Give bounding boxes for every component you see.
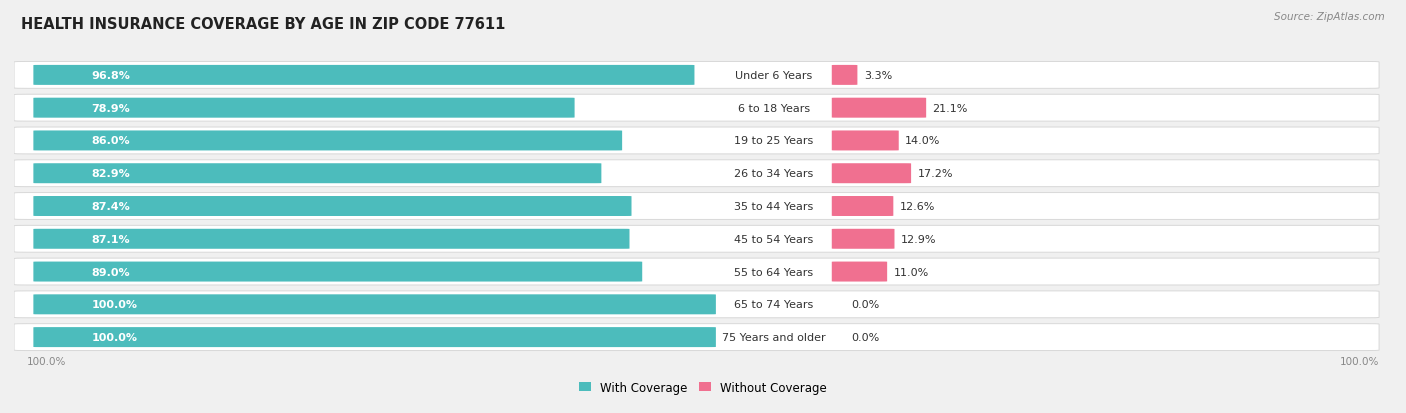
Text: 100.0%: 100.0% [27,356,66,366]
Text: HEALTH INSURANCE COVERAGE BY AGE IN ZIP CODE 77611: HEALTH INSURANCE COVERAGE BY AGE IN ZIP … [21,17,506,31]
Text: 65 to 74 Years: 65 to 74 Years [734,299,814,310]
Text: 17.2%: 17.2% [918,169,953,179]
FancyBboxPatch shape [34,328,716,347]
Text: 78.9%: 78.9% [91,103,131,114]
Text: 75 Years and older: 75 Years and older [723,332,825,342]
FancyBboxPatch shape [14,324,1379,351]
Text: 100.0%: 100.0% [91,299,138,310]
Text: 89.0%: 89.0% [91,267,129,277]
FancyBboxPatch shape [832,131,898,151]
Text: 12.9%: 12.9% [901,234,936,244]
FancyBboxPatch shape [832,197,893,216]
Text: 11.0%: 11.0% [894,267,929,277]
FancyBboxPatch shape [832,98,927,119]
Text: 87.4%: 87.4% [91,202,131,211]
Text: 45 to 54 Years: 45 to 54 Years [734,234,814,244]
Text: 26 to 34 Years: 26 to 34 Years [734,169,814,179]
Text: 55 to 64 Years: 55 to 64 Years [734,267,814,277]
FancyBboxPatch shape [34,131,621,151]
Text: 100.0%: 100.0% [1340,356,1379,366]
FancyBboxPatch shape [34,98,575,119]
FancyBboxPatch shape [14,128,1379,154]
Text: 12.6%: 12.6% [900,202,935,211]
FancyBboxPatch shape [14,291,1379,318]
Text: 0.0%: 0.0% [851,332,879,342]
Text: 86.0%: 86.0% [91,136,129,146]
Text: 3.3%: 3.3% [863,71,891,81]
FancyBboxPatch shape [832,164,911,184]
FancyBboxPatch shape [34,197,631,216]
Text: 35 to 44 Years: 35 to 44 Years [734,202,814,211]
Text: 87.1%: 87.1% [91,234,129,244]
FancyBboxPatch shape [832,262,887,282]
Text: 14.0%: 14.0% [905,136,941,146]
Text: 0.0%: 0.0% [851,299,879,310]
FancyBboxPatch shape [34,66,695,85]
FancyBboxPatch shape [14,193,1379,220]
FancyBboxPatch shape [34,229,630,249]
FancyBboxPatch shape [14,226,1379,253]
FancyBboxPatch shape [34,262,643,282]
FancyBboxPatch shape [14,160,1379,187]
Legend: With Coverage, Without Coverage: With Coverage, Without Coverage [574,376,832,399]
FancyBboxPatch shape [34,294,716,315]
Text: Source: ZipAtlas.com: Source: ZipAtlas.com [1274,12,1385,22]
Text: 6 to 18 Years: 6 to 18 Years [738,103,810,114]
Text: 82.9%: 82.9% [91,169,131,179]
FancyBboxPatch shape [34,164,602,184]
Text: Under 6 Years: Under 6 Years [735,71,813,81]
FancyBboxPatch shape [832,66,858,85]
Text: 21.1%: 21.1% [932,103,967,114]
Text: 96.8%: 96.8% [91,71,131,81]
FancyBboxPatch shape [832,229,894,249]
Text: 19 to 25 Years: 19 to 25 Years [734,136,814,146]
FancyBboxPatch shape [14,95,1379,122]
FancyBboxPatch shape [14,259,1379,285]
Text: 100.0%: 100.0% [91,332,138,342]
FancyBboxPatch shape [14,62,1379,89]
